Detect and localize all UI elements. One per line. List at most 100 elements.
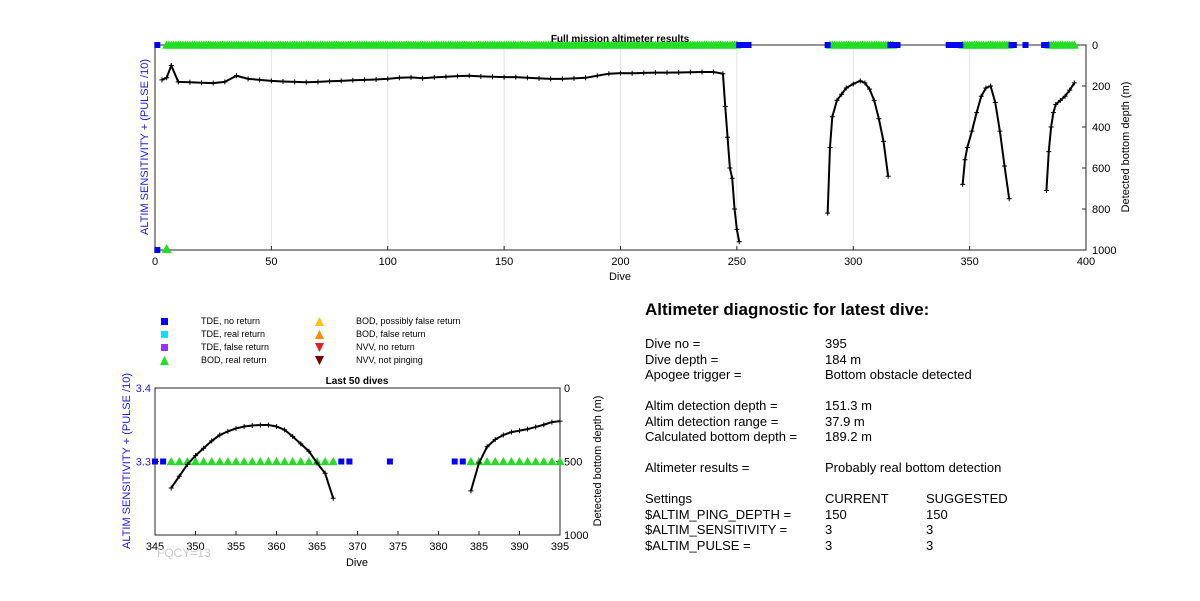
depth-point	[1053, 101, 1059, 107]
diagnostic-value: Probably real bottom detection	[825, 460, 1002, 475]
depth-point	[557, 418, 563, 424]
tde-no-return-marker	[451, 458, 458, 465]
tick-label-y-right: 600	[1092, 163, 1110, 175]
tick-label-x: 100	[379, 256, 397, 268]
depth-point	[992, 99, 998, 105]
tick-label-x: 355	[227, 541, 245, 553]
bod-real-marker	[539, 457, 549, 466]
diagnostic-row: Dive depth = 184 m	[645, 352, 1165, 368]
main-chart-depth-lines	[159, 62, 1077, 245]
bod-real-marker	[174, 457, 184, 466]
diagnostic-row: Altim detection range = 37.9 m	[645, 414, 1165, 430]
bod-real-marker	[223, 457, 233, 466]
legend-label: TDE, real return	[201, 329, 266, 339]
depth-point	[315, 79, 321, 85]
depth-point	[385, 76, 391, 82]
legend-triangle-down	[315, 356, 324, 365]
last50-chart-title: Last 50 dives	[326, 376, 389, 387]
tick-label-y-right: 1000	[564, 530, 588, 542]
depth-point	[241, 424, 247, 430]
depth-point	[373, 76, 379, 82]
depth-point	[834, 97, 840, 103]
depth-point	[533, 424, 539, 430]
depth-point	[618, 70, 623, 76]
diagnostic-value: CURRENT	[825, 491, 889, 506]
depth-point	[720, 71, 726, 77]
diagnostic-label: $ALTIM_PULSE =	[645, 537, 751, 553]
depth-point	[327, 78, 333, 84]
settings-header-row: Settings CURRENT SUGGESTED	[645, 491, 1165, 507]
bod-real-marker	[280, 457, 290, 466]
diagnostic-label: Altim detection depth =	[645, 398, 778, 413]
depth-point	[652, 70, 658, 76]
depth-point	[210, 80, 216, 86]
legend-square	[161, 318, 168, 325]
tick-label-y-right: 1000	[1092, 245, 1116, 257]
depth-point	[175, 79, 181, 85]
bod-real-marker	[547, 457, 557, 466]
depth-point	[687, 69, 693, 75]
depth-point	[525, 426, 531, 432]
diagnostic-spacer	[645, 445, 1165, 461]
depth-point	[476, 460, 482, 466]
bod-real-marker	[490, 457, 500, 466]
last50-chart-ticks: 345 350 355 360 365 370 375 380 385 390 395 3.3 3.4 0…	[136, 383, 589, 553]
depth-point	[292, 79, 298, 85]
bod-real-marker	[215, 457, 225, 466]
legend-label: BOD, false return	[356, 329, 426, 339]
diagnostic-value: 395	[825, 336, 847, 351]
depth-point	[1002, 163, 1008, 169]
tde-no-return-marker	[1043, 42, 1050, 48]
depth-point	[594, 73, 600, 79]
depth-point	[225, 428, 231, 434]
tick-label-y-right: 500	[564, 457, 582, 469]
bod-real-marker	[1069, 40, 1079, 49]
bod-real-marker	[231, 457, 241, 466]
depth-point	[314, 460, 320, 466]
bod-real-marker	[263, 457, 273, 466]
tde-no-return-marker	[160, 458, 167, 465]
depth-point	[330, 495, 336, 501]
depth-point	[257, 422, 263, 428]
depth-point	[201, 445, 207, 451]
legend-label: BOD, possibly false return	[356, 316, 461, 326]
depth-point	[282, 427, 288, 433]
bod-real-marker	[328, 457, 338, 466]
depth-point	[443, 74, 449, 80]
tde-no-return-marker	[154, 247, 161, 253]
diagnostic-row: Calculated bottom depth = 189.2 m	[645, 429, 1165, 445]
bod-real-marker	[296, 457, 306, 466]
tde-no-return-marker	[386, 458, 393, 465]
main-chart-title: Full mission altimeter results	[551, 34, 690, 45]
depth-point	[350, 77, 356, 83]
depth-point	[187, 79, 193, 85]
legend-triangle-up	[315, 317, 324, 326]
depth-point	[1043, 188, 1049, 194]
diagnostic-value: 3	[825, 537, 833, 553]
depth-point	[727, 165, 733, 171]
depth-point	[455, 73, 461, 79]
depth-point	[885, 173, 891, 179]
legend-symbol	[161, 331, 168, 338]
diagnostic-row: Altimeter results = Probably real bottom …	[645, 460, 1165, 476]
diagnostic-value: Bottom obstacle detected	[825, 367, 972, 382]
depth-point	[420, 75, 426, 81]
diagnostic-title: Altimeter diagnostic for latest dive:	[645, 300, 930, 319]
depth-point	[492, 436, 498, 442]
depth-point	[829, 114, 835, 120]
depth-point	[549, 419, 555, 425]
depth-point	[699, 69, 705, 75]
depth-point	[199, 80, 205, 86]
tick-label-x: 350	[186, 541, 204, 553]
depth-point	[500, 432, 506, 438]
diagnostic-label: Altimeter results =	[645, 460, 750, 475]
depth-point	[857, 78, 863, 84]
legend-square	[161, 344, 168, 351]
diagnostic-value: 151.3 m	[825, 398, 872, 413]
depth-point	[265, 422, 271, 428]
tick-label-x: 400	[1077, 256, 1095, 268]
legend-triangle-up	[315, 330, 324, 339]
diagnostic-spacer	[645, 476, 1165, 492]
